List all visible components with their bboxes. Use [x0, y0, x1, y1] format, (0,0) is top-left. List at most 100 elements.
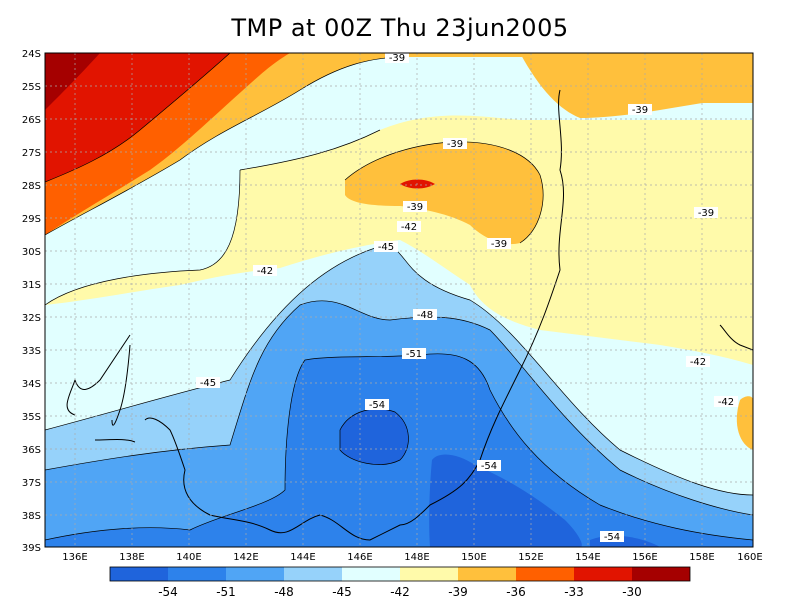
lat-tick-label: 27S	[22, 148, 41, 159]
colorbar-swatch	[226, 567, 284, 581]
svg-text:-42: -42	[690, 357, 706, 368]
lon-tick-label: 154E	[575, 552, 600, 563]
colorbar-swatch	[516, 567, 574, 581]
coastline	[66, 89, 753, 541]
band-minus39-to-minus36-b	[520, 53, 753, 118]
lon-tick-label: 140E	[176, 552, 201, 563]
contour-label: -54	[600, 531, 624, 543]
longitude-axis: 136E 138E 140E 142E 144E 146E 148E 150E …	[62, 552, 762, 563]
svg-text:-54: -54	[481, 461, 497, 472]
lon-tick-label: 152E	[518, 552, 543, 563]
band-minus33-to-minus30	[45, 53, 230, 182]
svg-text:-54: -54	[604, 532, 620, 543]
colorbar-label: -33	[564, 585, 584, 599]
contour-label: -39	[403, 201, 427, 213]
svg-text:-39: -39	[698, 208, 714, 219]
svg-text:-39: -39	[632, 105, 648, 116]
band-minus39-to-minus36-d	[736, 396, 753, 450]
lon-tick-label: 136E	[62, 552, 87, 563]
colorbar-swatch	[342, 567, 400, 581]
band-below-minus54-b	[429, 454, 582, 547]
colorbar-swatch	[574, 567, 632, 581]
band-minus33-to-minus30-small	[400, 179, 435, 189]
band-minus39-to-minus36-c	[345, 141, 544, 245]
contour-label: -39	[443, 138, 467, 150]
band-above-minus30	[45, 53, 100, 110]
lat-tick-label: 28S	[22, 181, 41, 192]
colorbar-label: -30	[622, 585, 642, 599]
colorbar: -54 -51 -48 -45 -42 -39 -36 -33 -30	[109, 566, 691, 599]
lon-tick-label: 144E	[290, 552, 315, 563]
colorbar-swatch	[632, 567, 690, 581]
lat-tick-label: 35S	[22, 412, 41, 423]
contour-label: -51	[402, 348, 426, 360]
map-title: TMP at 00Z Thu 23jun2005	[231, 14, 569, 42]
svg-text:-51: -51	[406, 349, 422, 360]
svg-text:-45: -45	[378, 242, 394, 253]
colorbar-swatch	[284, 567, 342, 581]
contour-label: -48	[413, 309, 437, 321]
lat-tick-label: 32S	[22, 313, 41, 324]
contour-label: -45	[374, 241, 398, 253]
colorbar-label: -54	[158, 585, 178, 599]
colorbar-label: -51	[216, 585, 236, 599]
graticule	[45, 53, 753, 547]
plot-frame	[44, 52, 754, 548]
contour-label: -42	[686, 356, 710, 368]
lon-tick-label: 160E	[737, 552, 762, 563]
colorbar-label: -45	[332, 585, 352, 599]
lat-tick-label: 33S	[22, 346, 41, 357]
lon-tick-label: 156E	[632, 552, 657, 563]
lat-tick-label: 36S	[22, 445, 41, 456]
colorbar-swatch	[110, 567, 168, 581]
colorbar-swatch	[458, 567, 516, 581]
contour-label: -54	[365, 399, 389, 411]
colorbar-label: -36	[506, 585, 526, 599]
colorbar-label: -39	[448, 585, 468, 599]
svg-text:-42: -42	[718, 397, 734, 408]
lon-tick-label: 146E	[347, 552, 372, 563]
svg-text:-42: -42	[257, 266, 273, 277]
lon-tick-label: 158E	[689, 552, 714, 563]
filled-contours	[45, 53, 753, 547]
svg-text:-39: -39	[491, 239, 507, 250]
contour-label: -42	[714, 396, 738, 408]
svg-text:-42: -42	[401, 222, 417, 233]
svg-text:-54: -54	[369, 400, 385, 411]
contour-label: -42	[397, 221, 421, 233]
colorbar-swatch	[168, 567, 226, 581]
contour-label: -39	[628, 104, 652, 116]
lat-tick-label: 34S	[22, 379, 41, 390]
contour-label: -42	[253, 265, 277, 277]
colorbar-label: -42	[390, 585, 410, 599]
svg-text:-39: -39	[447, 139, 463, 150]
lon-tick-label: 148E	[404, 552, 429, 563]
lat-tick-label: 38S	[22, 511, 41, 522]
lat-tick-label: 24S	[22, 49, 41, 60]
band-minus42-to-minus39	[45, 115, 753, 365]
band-below-minus54-a	[340, 409, 409, 465]
lon-tick-label: 150E	[461, 552, 486, 563]
contour-label: -39	[694, 207, 718, 219]
lon-tick-label: 142E	[233, 552, 258, 563]
contour-label: -39	[487, 238, 511, 250]
contour-label: -54	[477, 460, 501, 472]
contour-labels: -39 -39 -39 -39 -39 -39 -42 -42 -42 -42 …	[196, 52, 738, 543]
svg-text:-39: -39	[389, 53, 405, 64]
lat-tick-label: 26S	[22, 115, 41, 126]
contour-label: -45	[196, 377, 220, 389]
svg-text:-45: -45	[200, 378, 216, 389]
lon-tick-label: 138E	[119, 552, 144, 563]
colorbar-swatch	[400, 567, 458, 581]
lat-tick-label: 25S	[22, 82, 41, 93]
lat-tick-label: 29S	[22, 214, 41, 225]
lat-tick-label: 37S	[22, 478, 41, 489]
lat-tick-label: 30S	[22, 247, 41, 258]
lat-tick-label: 31S	[22, 280, 41, 291]
colorbar-frame	[109, 566, 691, 582]
svg-text:-48: -48	[417, 310, 433, 321]
latitude-axis: 24S 25S 26S 27S 28S 29S 30S 31S 32S 33S …	[22, 49, 41, 554]
lat-tick-label: 39S	[22, 543, 41, 554]
colorbar-label: -48	[274, 585, 294, 599]
